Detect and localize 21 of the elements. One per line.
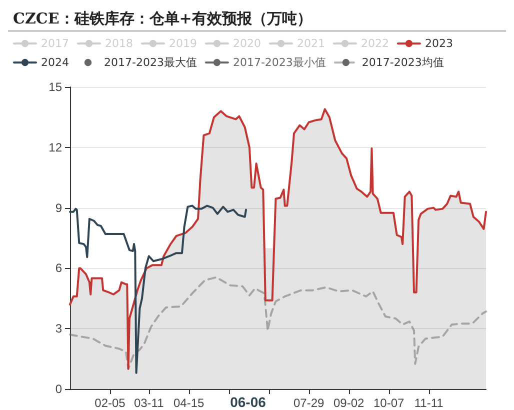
y-tick-label: 0 [55, 382, 62, 396]
y-tick-label: 12 [48, 140, 62, 154]
x-tick-label: 04-15 [174, 396, 205, 410]
x-tick-label: 11-11 [414, 396, 444, 410]
x-tick-label: 02-05 [94, 396, 126, 410]
legend-label: 2023 [424, 37, 453, 50]
legend-label: 2024 [41, 56, 69, 69]
line-series [69, 204, 247, 374]
legend-label: 2017-2023均值 [362, 56, 444, 69]
x-tick-label: 07-29 [294, 396, 325, 410]
y-tick-label: 9 [55, 200, 62, 215]
x-tick-label: 09-02 [334, 396, 365, 410]
chart-title: CZCE：硅铁库存：仓单+有效预报（万吨） [13, 10, 312, 28]
legend-label: 2017-2023最大值 [104, 56, 197, 69]
y-tick-label: 3 [55, 322, 62, 336]
y-tick-label: 6 [55, 261, 62, 276]
x-tick-label: 03-11 [134, 396, 164, 410]
legend-label: 2017-2023最小值 [232, 56, 326, 69]
text: 06-06 [230, 394, 266, 410]
y-tick-label: 15 [48, 80, 62, 94]
x-tick-label: 10-07 [374, 396, 405, 410]
